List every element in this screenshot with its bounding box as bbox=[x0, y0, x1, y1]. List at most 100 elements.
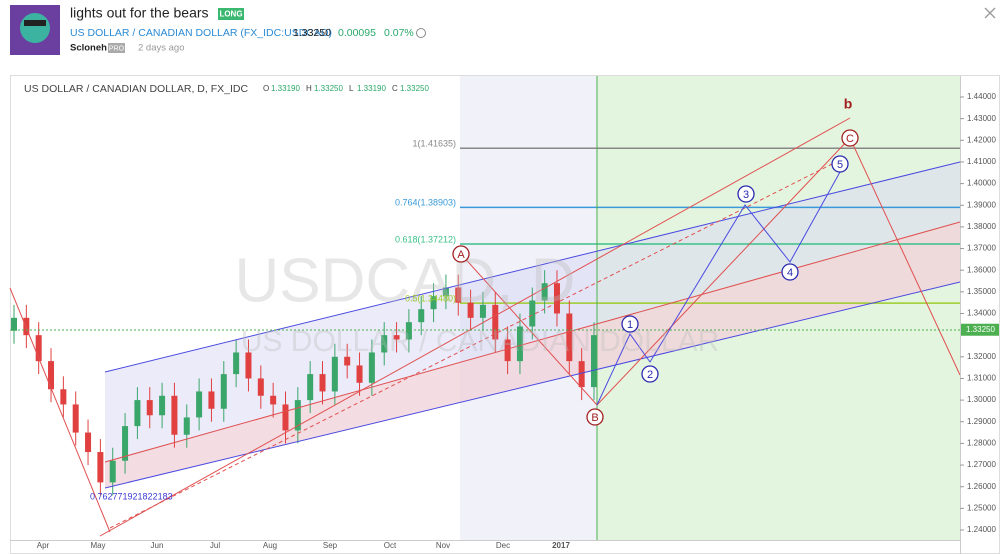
fib-note: 0.762771921822183 bbox=[90, 491, 173, 501]
wave-circle bbox=[781, 263, 799, 281]
time-label: Apr bbox=[37, 541, 50, 550]
legend-value: 1.33250 bbox=[400, 84, 429, 93]
candle-body bbox=[479, 304, 486, 318]
fib-label: 0.618(1.37212) bbox=[395, 234, 456, 244]
candle-body bbox=[196, 391, 203, 418]
change: 0.00095 bbox=[338, 27, 376, 39]
last-price-box bbox=[961, 323, 999, 336]
candle-body bbox=[257, 378, 264, 396]
candle-body bbox=[578, 361, 585, 388]
wave-label: 5 bbox=[837, 159, 843, 171]
idea-title[interactable]: lights out for the bears bbox=[70, 5, 209, 21]
price-label: 1.44000 bbox=[967, 92, 996, 101]
wave-label: 2 bbox=[647, 369, 653, 381]
wave-circle bbox=[586, 408, 604, 426]
symbol-link[interactable]: US DOLLAR / CANADIAN DOLLAR (FX_IDC:USDC… bbox=[70, 27, 332, 39]
time-label: Jul bbox=[210, 541, 220, 550]
candle-body bbox=[541, 283, 548, 301]
time-label: 2017 bbox=[552, 541, 570, 550]
time-label: Oct bbox=[384, 541, 397, 550]
trend-down bbox=[9, 287, 111, 533]
candle-body bbox=[85, 432, 92, 453]
price-label: 1.37000 bbox=[967, 244, 996, 253]
candle-body bbox=[122, 426, 129, 461]
alarm-icon[interactable] bbox=[416, 28, 426, 38]
price-label: 1.24000 bbox=[967, 525, 996, 534]
badge-bg bbox=[218, 8, 244, 20]
candle-body bbox=[529, 300, 536, 327]
author[interactable]: Scloneh bbox=[70, 43, 107, 54]
wave-circle bbox=[621, 315, 639, 333]
candle-body bbox=[307, 374, 314, 401]
price-layer bbox=[11, 147, 960, 496]
wave-circle bbox=[737, 185, 755, 203]
candle-body bbox=[109, 460, 116, 483]
candle-body bbox=[35, 335, 42, 362]
candle-body bbox=[134, 400, 141, 427]
time-label: Nov bbox=[436, 541, 450, 550]
candle-body bbox=[467, 302, 474, 318]
channel-lower-fill bbox=[105, 222, 960, 488]
candle-body bbox=[245, 352, 252, 379]
time-label: Sep bbox=[323, 541, 338, 550]
candle-body bbox=[442, 287, 449, 297]
abc-path bbox=[460, 137, 961, 406]
legend-value: 1.33190 bbox=[357, 84, 386, 93]
candle-body bbox=[11, 317, 17, 331]
close-button[interactable] bbox=[984, 7, 996, 19]
candle-body bbox=[492, 304, 499, 340]
trend-up bbox=[99, 117, 851, 537]
candle-body bbox=[159, 395, 166, 416]
wave-label: A bbox=[457, 249, 465, 261]
watermark-symbol: USDCAD, D bbox=[234, 246, 575, 315]
time-label: Dec bbox=[496, 541, 510, 550]
legend-name: US DOLLAR / CANADIAN DOLLAR, D, FX_IDC bbox=[24, 83, 248, 95]
price-label: 1.27000 bbox=[967, 460, 996, 469]
channel-mid bbox=[104, 221, 961, 463]
wave-circle bbox=[831, 155, 849, 173]
wave-circle bbox=[841, 129, 859, 147]
wave-label: 4 bbox=[787, 267, 793, 279]
candle-body bbox=[23, 317, 30, 336]
avatar-glasses bbox=[24, 20, 46, 26]
fib-label: 1(1.41635) bbox=[412, 139, 456, 149]
candle-body bbox=[381, 335, 388, 353]
candle-body bbox=[418, 309, 425, 323]
price-label: 1.30000 bbox=[967, 395, 996, 404]
candle-body bbox=[294, 400, 301, 431]
pro-badge: PRO bbox=[109, 45, 125, 52]
candle-body bbox=[566, 313, 573, 362]
wave-label: C bbox=[846, 133, 854, 145]
time-label: Jun bbox=[151, 541, 164, 550]
candle-body bbox=[368, 352, 375, 383]
candle-body bbox=[220, 374, 227, 409]
legend-key: H bbox=[306, 84, 312, 93]
price-label: 1.29000 bbox=[967, 417, 996, 426]
last-price-label: 1.33250 bbox=[966, 325, 995, 334]
avatar-face bbox=[20, 13, 50, 43]
legend-value: 1.33250 bbox=[314, 84, 343, 93]
wave-label: b bbox=[844, 96, 853, 112]
candle-body bbox=[208, 391, 215, 409]
price-label: 1.32000 bbox=[967, 352, 996, 361]
wave-label: B bbox=[591, 412, 598, 424]
price-label: 1.41000 bbox=[967, 157, 996, 166]
watermark-name: US DOLLAR / CANADIAN DOLLAR bbox=[241, 325, 719, 358]
legend-key: L bbox=[349, 84, 354, 93]
legend-key: O bbox=[263, 84, 269, 93]
price-label: 1.36000 bbox=[967, 265, 996, 274]
price-label: 1.28000 bbox=[967, 439, 996, 448]
candle-body bbox=[171, 395, 178, 435]
wave-circle bbox=[641, 365, 659, 383]
time: 2 days ago bbox=[138, 43, 184, 54]
time-label: Aug bbox=[263, 541, 277, 550]
candle-body bbox=[455, 287, 462, 303]
price-label: 1.38000 bbox=[967, 222, 996, 231]
price-label: 1.31000 bbox=[967, 374, 996, 383]
badge: LONG bbox=[219, 10, 242, 19]
candle-body bbox=[344, 356, 351, 366]
time-label: May bbox=[90, 541, 105, 550]
candle-body bbox=[270, 395, 277, 405]
legend-key: C bbox=[392, 84, 398, 93]
